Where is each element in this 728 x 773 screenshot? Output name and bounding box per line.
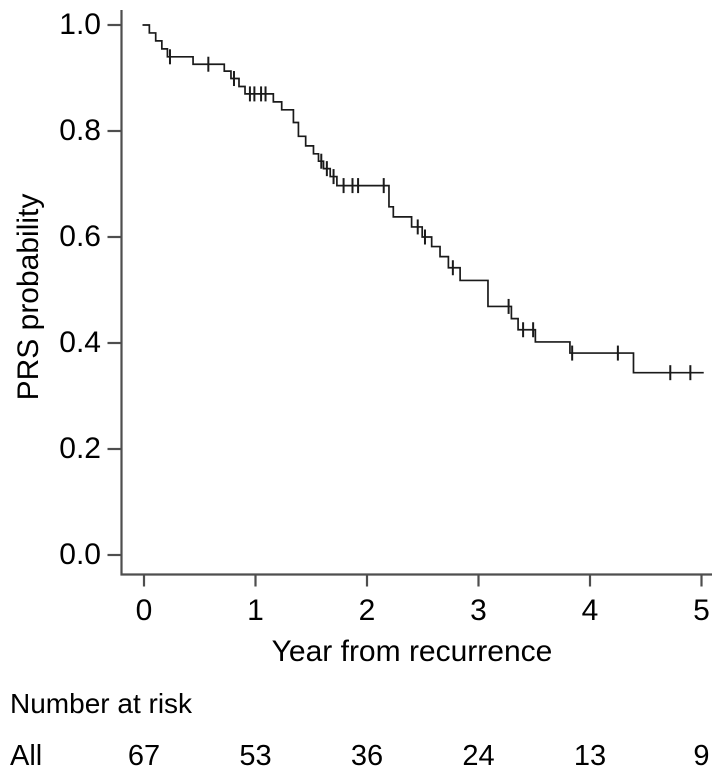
risk-count: 13 [573,740,607,772]
x-tick-label: 3 [470,594,487,627]
risk-count: 53 [239,740,272,772]
risk-row-label: All [10,740,43,772]
x-tick-label: 2 [358,594,376,627]
y-tick-label: 0.2 [59,432,101,465]
y-tick-label: 0.8 [59,114,101,147]
risk-count: 36 [350,740,384,772]
x-tick-label: 0 [135,594,153,627]
x-axis-title: Year from recurrence [271,635,553,668]
risk-count: 24 [462,740,495,772]
survival-curve [142,24,704,374]
x-tick-label: 1 [247,594,264,627]
risk-table-title: Number at risk [10,688,193,719]
y-tick-label: 0.0 [59,538,101,571]
risk-count: 9 [693,740,710,772]
y-tick-label: 0.4 [59,326,101,359]
y-tick-label: 0.6 [59,220,101,253]
x-tick-label: 5 [693,594,710,627]
y-tick-label: 1.0 [59,8,101,41]
x-tick-label: 4 [581,594,599,627]
risk-count: 67 [127,740,161,772]
